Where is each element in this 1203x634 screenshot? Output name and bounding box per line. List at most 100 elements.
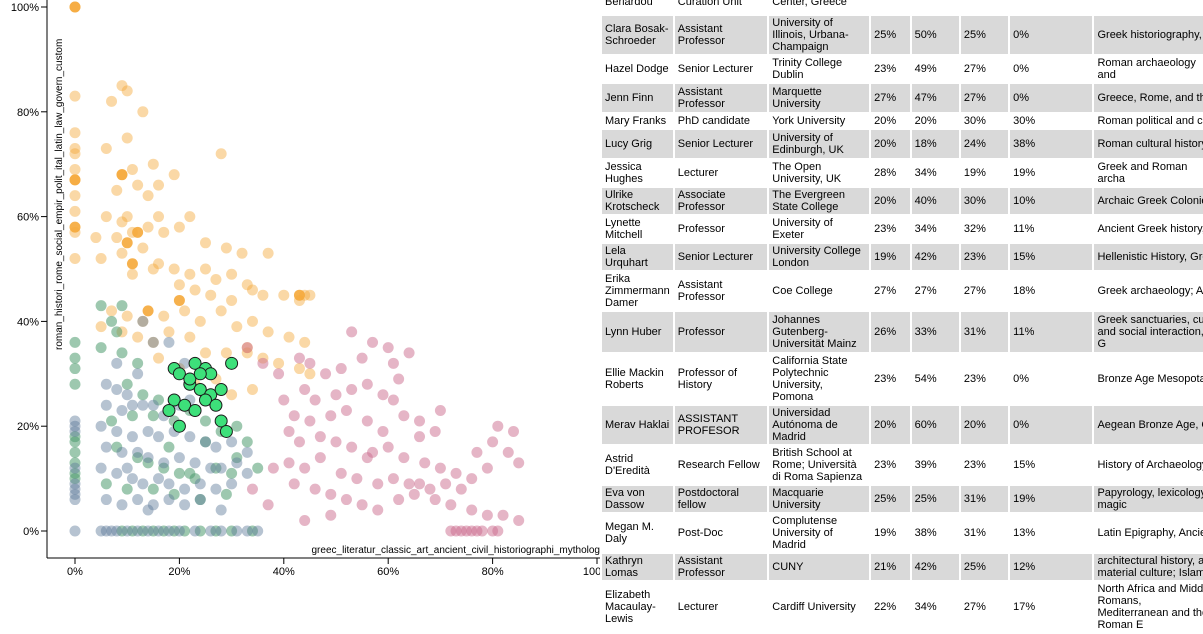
data-point-pink[interactable]: [481, 509, 493, 521]
data-point-pink[interactable]: [377, 425, 389, 437]
data-point-orange[interactable]: [262, 326, 274, 338]
table-row[interactable]: Megan M. Daly Post-Doc Complutense Univers…: [602, 514, 1203, 552]
data-point-slate[interactable]: [137, 315, 149, 327]
data-point-slate[interactable]: [111, 357, 123, 369]
data-point-slate[interactable]: [241, 525, 253, 537]
data-point-green[interactable]: [100, 478, 112, 490]
data-point-orange[interactable]: [69, 190, 81, 202]
data-point-slate[interactable]: [69, 483, 81, 495]
data-point-slate[interactable]: [142, 504, 154, 516]
data-point-orange[interactable]: [121, 85, 133, 97]
data-point-pink[interactable]: [304, 357, 316, 369]
data-point-slate[interactable]: [137, 399, 149, 411]
table-row[interactable]: Elizabeth Macaulay-Lewis Lecturer Cardiff …: [602, 582, 1203, 632]
data-point-slate[interactable]: [153, 473, 165, 485]
data-point-orange[interactable]: [163, 326, 175, 338]
data-point-pink[interactable]: [424, 483, 436, 495]
data-point-pink[interactable]: [241, 342, 253, 354]
data-point-green[interactable]: [69, 363, 81, 375]
data-point-orange[interactable]: [210, 273, 222, 285]
data-point-green[interactable]: [69, 352, 81, 364]
data-point-slate[interactable]: [173, 452, 185, 464]
data-point-slate[interactable]: [142, 452, 154, 464]
data-point-green[interactable]: [252, 462, 264, 474]
data-point-slate[interactable]: [69, 488, 81, 500]
data-point-orange[interactable]: [189, 284, 201, 296]
data-point-orange[interactable]: [116, 216, 128, 228]
data-point-orange[interactable]: [95, 321, 107, 333]
data-point-pink[interactable]: [393, 494, 405, 506]
data-point-green[interactable]: [121, 378, 133, 390]
data-point-green[interactable]: [69, 473, 81, 485]
data-point-orange[interactable]: [205, 289, 217, 301]
data-point-pink[interactable]: [507, 425, 519, 437]
data-point-slate[interactable]: [194, 494, 206, 506]
data-point-orange[interactable]: [137, 315, 149, 327]
data-point-green[interactable]: [69, 378, 81, 390]
data-point-green[interactable]: [95, 342, 107, 354]
table-row[interactable]: Merav Haklai ASSISTANT PROFESOR Universida…: [602, 406, 1203, 444]
data-point-pink[interactable]: [346, 441, 358, 453]
data-point-slate[interactable]: [163, 478, 175, 490]
data-point-slate[interactable]: [226, 436, 238, 448]
data-point-pink[interactable]: [471, 446, 483, 458]
data-point-slate[interactable]: [69, 478, 81, 490]
data-point-orange[interactable]: [126, 163, 138, 175]
highlighted-point[interactable]: [209, 398, 223, 412]
data-point-green[interactable]: [106, 415, 118, 427]
data-point-pink[interactable]: [487, 436, 499, 448]
data-point-green[interactable]: [106, 315, 118, 327]
data-point-orange-strong[interactable]: [69, 174, 81, 186]
data-point-orange[interactable]: [121, 132, 133, 144]
table-row[interactable]: Jenn Finn Assistant Professor Marquette Un…: [602, 84, 1203, 112]
data-point-orange[interactable]: [226, 294, 238, 306]
data-point-slate[interactable]: [173, 525, 185, 537]
data-point-orange[interactable]: [184, 331, 196, 343]
data-point-green[interactable]: [69, 336, 81, 348]
data-point-green[interactable]: [226, 467, 238, 479]
highlighted-point[interactable]: [167, 393, 181, 407]
data-point-green[interactable]: [147, 525, 159, 537]
data-point-pink[interactable]: [356, 352, 368, 364]
data-point-green[interactable]: [200, 415, 211, 427]
data-point-orange[interactable]: [293, 363, 305, 375]
data-point-orange-strong[interactable]: [142, 305, 154, 317]
data-point-orange[interactable]: [69, 205, 81, 217]
data-point-green[interactable]: [111, 441, 123, 453]
data-point-orange-strong[interactable]: [69, 1, 81, 13]
data-point-pink[interactable]: [346, 384, 358, 396]
data-point-orange[interactable]: [95, 253, 107, 265]
data-point-pink[interactable]: [382, 441, 394, 453]
data-point-slate[interactable]: [189, 525, 201, 537]
data-point-slate[interactable]: [116, 404, 128, 416]
table-row[interactable]: Astrid D'Eredità Research Fellow British S…: [602, 446, 1203, 484]
table-row[interactable]: Ulrike Krotscheck Associate Professor The …: [602, 188, 1203, 214]
data-point-orange[interactable]: [69, 253, 81, 265]
data-point-orange[interactable]: [116, 247, 128, 259]
data-point-orange[interactable]: [69, 127, 81, 139]
data-point-slate[interactable]: [210, 483, 222, 495]
data-point-orange[interactable]: [273, 357, 285, 369]
data-point-green[interactable]: [200, 436, 211, 448]
data-point-pink[interactable]: [445, 499, 457, 511]
data-point-pink[interactable]: [304, 415, 316, 427]
data-point-orange[interactable]: [153, 211, 165, 223]
data-point-slate[interactable]: [142, 425, 154, 437]
data-point-slate[interactable]: [95, 525, 107, 537]
data-point-green[interactable]: [246, 525, 258, 537]
data-point-orange[interactable]: [179, 305, 191, 317]
data-point-slate[interactable]: [226, 478, 238, 490]
data-point-pink[interactable]: [257, 357, 269, 369]
data-point-green[interactable]: [147, 483, 159, 495]
data-point-green[interactable]: [158, 462, 170, 474]
data-point-orange[interactable]: [121, 310, 133, 322]
data-point-pink[interactable]: [320, 368, 332, 380]
highlighted-point[interactable]: [188, 403, 202, 417]
highlighted-point[interactable]: [172, 367, 186, 381]
data-point-green[interactable]: [210, 462, 222, 474]
data-point-orange[interactable]: [153, 179, 165, 191]
data-point-orange[interactable]: [173, 221, 185, 233]
data-point-slate[interactable]: [69, 525, 81, 537]
data-point-slate[interactable]: [147, 399, 159, 411]
data-point-green[interactable]: [220, 488, 232, 500]
